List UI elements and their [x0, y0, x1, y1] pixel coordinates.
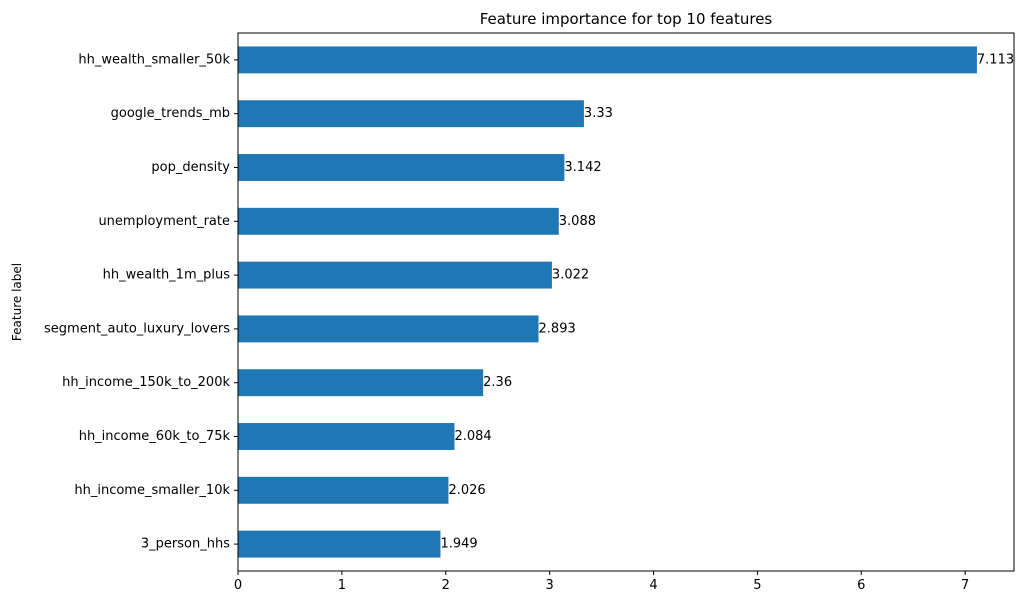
x-tick-label: 6 [857, 578, 865, 593]
x-tick-label: 5 [753, 578, 761, 593]
data-label: 3.142 [564, 160, 601, 175]
bar [238, 46, 977, 74]
data-label: 3.088 [559, 214, 596, 229]
bar [238, 315, 539, 343]
bar [238, 207, 559, 235]
data-label: 2.893 [539, 321, 576, 336]
plot-frame [237, 32, 1015, 572]
bar [238, 100, 584, 128]
x-tick-label: 2 [442, 578, 450, 593]
data-label: 3.022 [552, 268, 589, 283]
y-tick-label: pop_density [151, 160, 230, 175]
bars-layer [238, 46, 977, 558]
y-axis-label: Feature label [10, 263, 24, 341]
data-label: 7.113 [977, 52, 1014, 67]
x-tick-label: 4 [649, 578, 657, 593]
chart-title: Feature importance for top 10 features [480, 10, 773, 28]
y-tick-label: segment_auto_luxury_lovers [44, 321, 230, 336]
bar [238, 154, 565, 181]
data-label: 1.949 [440, 537, 477, 552]
y-tick-label: hh_income_150k_to_200k [62, 375, 230, 390]
y-tick-label: hh_income_60k_to_75k [79, 429, 231, 444]
data-label: 2.084 [454, 429, 491, 444]
bar [238, 530, 441, 558]
data-label: 2.026 [448, 483, 485, 498]
x-tick-label: 1 [338, 578, 346, 593]
y-tick-label: google_trends_mb [111, 106, 230, 121]
data-labels-layer: 7.113 3.33 3.142 3.088 3.022 2.893 2.36 2.084 2.… [440, 52, 1014, 551]
bar [238, 369, 484, 397]
data-label: 3.33 [584, 106, 613, 121]
x-tick-label: 0 [234, 578, 242, 593]
bar [238, 423, 455, 450]
bar [238, 476, 449, 504]
x-tick-label: 7 [961, 578, 969, 593]
y-tick-label: hh_wealth_1m_plus [103, 268, 231, 283]
bar [238, 261, 552, 289]
y-tick-label: hh_wealth_smaller_50k [78, 52, 230, 67]
data-label: 2.36 [483, 375, 512, 390]
x-tick-label: 3 [546, 578, 554, 593]
y-ticks-layer: hh_wealth_smaller_50k google_trends_mbpop… [44, 52, 238, 552]
y-tick-label: unemployment_rate [98, 214, 230, 229]
y-tick-label: hh_income_smaller_10k [74, 483, 230, 498]
y-tick-label: 3_person_hhs [141, 537, 230, 552]
x-ticks-layer: 0 1 2 3 4 5 6 7 [234, 571, 969, 593]
